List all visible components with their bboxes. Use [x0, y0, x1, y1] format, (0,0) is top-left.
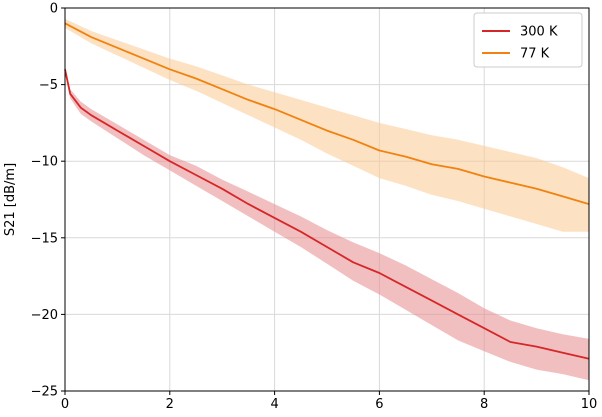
x-tick-label: 6 [375, 397, 383, 412]
x-tick-label: 10 [581, 397, 598, 412]
y-tick-label: −5 [39, 78, 58, 93]
x-tick-label: 2 [166, 397, 174, 412]
legend-label: 77 K [520, 47, 550, 62]
y-tick-label: 0 [50, 2, 58, 17]
confidence-bands [65, 18, 589, 381]
x-tick-label: 4 [270, 397, 278, 412]
line-series-1 [64, 22, 590, 205]
y-tick-label: −15 [31, 231, 58, 246]
axis-ticks: 0 2 4 6 8 10 −25 −20 −15 −10 −5 0 [31, 2, 598, 413]
y-tick-label: −20 [31, 308, 58, 323]
y-tick-label: −25 [31, 385, 58, 400]
legend-label: 300 K [520, 25, 558, 40]
y-tick-label: −10 [31, 155, 58, 170]
x-tick-label: 8 [480, 397, 488, 412]
legend: 300 K 77 K [473, 12, 583, 68]
x-tick-label: 0 [61, 397, 69, 412]
band-series-0 [65, 66, 589, 381]
y-axis-label: S21 [dB/m] [3, 163, 18, 236]
plot-frame [64, 7, 590, 392]
band-series-1 [65, 18, 589, 232]
line-series-0 [64, 69, 590, 360]
series-lines [64, 22, 590, 360]
